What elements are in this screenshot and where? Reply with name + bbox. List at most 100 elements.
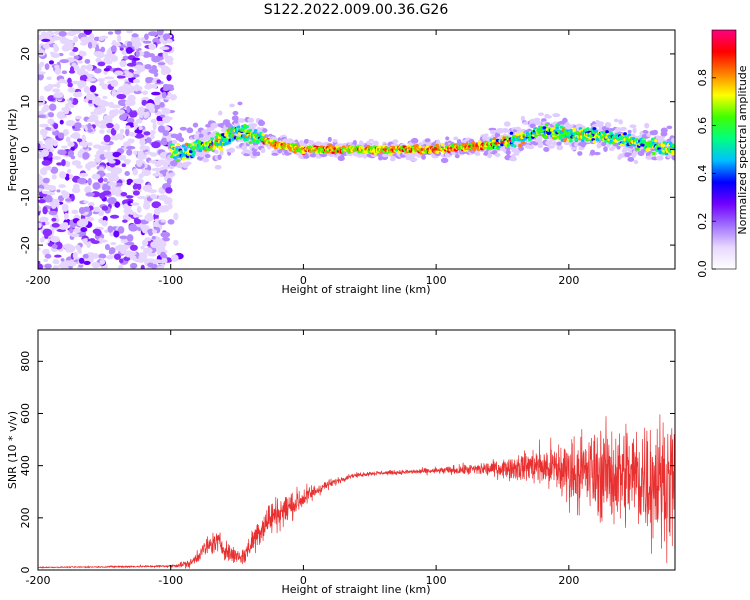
x-tick-label: 0 <box>300 274 307 287</box>
spectrogram-cell <box>51 174 57 180</box>
spectrogram-cell <box>161 91 167 99</box>
spectrogram-cell <box>471 141 476 145</box>
spectrogram-cell <box>105 122 114 129</box>
spectrogram-cell <box>409 157 418 162</box>
colorbar-tick-label: 0.2 <box>696 212 709 230</box>
spectrogram-cell <box>51 217 57 222</box>
spectrogram-cell <box>129 244 138 251</box>
spectrogram-cell <box>39 216 49 223</box>
spectrogram-cell <box>143 201 151 210</box>
spectrogram-cell <box>46 76 52 81</box>
spectrogram-cell <box>121 50 127 55</box>
spectrogram-cell <box>169 94 178 101</box>
spectrogram-cell <box>366 140 371 146</box>
spectrogram-cell <box>103 177 108 183</box>
spectrogram-cell <box>537 143 544 149</box>
spectrogram-cell <box>142 40 152 44</box>
spectrogram-cell <box>173 156 177 160</box>
spectrogram-cell <box>81 238 88 242</box>
spectrogram-cell <box>112 151 122 158</box>
spectrogram-cell <box>140 264 145 269</box>
spectrogram-cell <box>67 99 72 106</box>
spectrogram-cell <box>440 142 445 147</box>
spectrogram-cell <box>192 146 196 150</box>
spectrogram-cell <box>63 212 69 220</box>
spectrogram-cell <box>113 253 122 260</box>
spectrogram-cell <box>176 142 180 147</box>
spectrogram-cell <box>262 128 268 133</box>
spectrogram-cell <box>218 110 223 116</box>
spectrogram-cell <box>245 125 249 129</box>
spectrogram-cell <box>570 146 577 151</box>
spectrogram-cell <box>87 122 92 130</box>
spectrogram-cell <box>67 150 75 158</box>
spectrogram-cell <box>38 114 47 119</box>
spectrogram-cell <box>118 154 127 161</box>
spectrogram-cell <box>41 38 51 43</box>
spectrogram-cell <box>83 200 89 204</box>
spectrogram-cell <box>107 197 117 205</box>
spectrogram-cell <box>48 210 58 216</box>
spectrogram-cell <box>58 30 67 37</box>
spectrogram-cell <box>150 129 156 135</box>
spectrogram-cell <box>61 189 67 196</box>
spectrogram-cell <box>192 151 196 155</box>
spectrogram-cell <box>605 122 612 128</box>
spectrogram-cell <box>110 135 121 141</box>
spectrogram-cell <box>83 98 89 103</box>
spectrogram-cell <box>255 140 260 145</box>
spectrogram-cell <box>421 154 426 160</box>
spectrogram-cell <box>53 122 59 130</box>
spectrogram-cell <box>642 139 647 143</box>
spectrogram-cell <box>117 226 125 234</box>
spectrogram-cell <box>139 145 147 151</box>
spectrogram-cell <box>271 152 279 156</box>
spectrogram-cell <box>138 126 143 131</box>
spectrogram-cell <box>67 141 75 147</box>
spectrogram-cell <box>231 115 239 122</box>
spectrogram-cell <box>69 51 76 57</box>
spectrogram-cell <box>148 68 159 74</box>
spectrogram-cell <box>369 146 374 150</box>
spectrogram-cell <box>327 136 332 142</box>
spectrogram-cell <box>256 126 261 133</box>
spectrogram-cell <box>101 205 109 211</box>
spectrogram-cell <box>119 60 127 68</box>
spectrogram-cell <box>501 128 509 133</box>
spectrogram-cell <box>150 118 157 124</box>
spectrogram-cell <box>41 106 48 113</box>
spectrogram-cell <box>38 188 44 192</box>
spectrogram-cell <box>483 133 489 138</box>
spectrogram-cell <box>253 128 258 133</box>
spectrogram-cell <box>80 227 88 233</box>
spectrogram-cell <box>119 258 124 264</box>
spectrogram-cell <box>42 131 47 140</box>
spectrogram-cell <box>99 259 106 265</box>
spectrogram-cell <box>651 151 656 155</box>
spectrogram-cell <box>160 114 166 118</box>
spectrogram-cell <box>38 205 42 212</box>
spectrogram-cell <box>477 140 482 144</box>
spectrogram-cell <box>109 214 120 219</box>
spectrogram-cell <box>38 72 44 81</box>
spectrogram-cell <box>170 254 179 262</box>
spectrogram-cell <box>61 145 68 149</box>
spectrogram-cell <box>110 242 117 246</box>
spectrogram-cell <box>82 152 90 160</box>
spectrogram-cell <box>143 33 149 41</box>
spectrogram-cell <box>511 149 519 153</box>
spectrogram-cell <box>489 129 497 135</box>
spectrogram-cell <box>82 142 88 148</box>
spectrogram-cell <box>78 51 87 57</box>
spectrogram-cell <box>87 41 93 49</box>
spectrogram-cell <box>547 145 556 149</box>
spectrogram-cell <box>120 192 128 197</box>
spectrogram-cell <box>126 62 137 67</box>
spectrogram-cell <box>654 139 658 143</box>
spectrogram-cell <box>146 137 152 144</box>
spectrogram-cell <box>106 255 114 260</box>
spectrogram-cell <box>66 31 77 37</box>
spectrogram-cell <box>629 124 637 129</box>
spectrogram-cell <box>44 263 52 269</box>
spectrogram-cell <box>60 258 65 262</box>
